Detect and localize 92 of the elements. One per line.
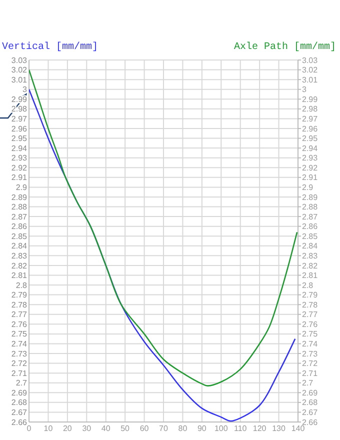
y2-tick-label: 2.75	[302, 330, 318, 339]
y-tick-label: 2.71	[11, 368, 28, 378]
y2-axis-title: Axle Path [mm/mm]	[234, 41, 336, 53]
x-tick-label: 50	[120, 424, 130, 433]
x-tick-label: 20	[62, 424, 72, 433]
y2-tick-label: 2.71	[302, 368, 318, 378]
y-tick-label: 2.83	[11, 251, 28, 260]
x-tick-label: 0	[26, 424, 32, 433]
y2-tick-label: 2.66	[302, 418, 318, 427]
y2-tick-label: 2.92	[302, 163, 318, 172]
x-tick-label: 90	[197, 424, 207, 433]
y2-tick-label: 3.03	[302, 56, 318, 65]
line-series	[29, 69, 298, 386]
y2-tick-label: 2.73	[302, 349, 318, 358]
x-tick-label: 120	[252, 424, 267, 433]
y2-tick-label: 2.79	[302, 290, 318, 300]
y-tick-label: 2.74	[11, 340, 28, 349]
y-tick-label: 3.03	[11, 56, 28, 65]
y2-tick-label: 2.84	[302, 242, 318, 251]
y2-tick-label: 2.91	[302, 173, 318, 182]
y-tick-label: 2.96	[11, 124, 28, 134]
y-tick-label: 3.01	[11, 75, 28, 84]
y-tick-label: 2.8	[16, 280, 28, 290]
x-tick-label: 100	[214, 424, 228, 433]
y-tick-label: 2.93	[11, 154, 28, 163]
y2-tick-label: 2.96	[302, 124, 318, 134]
y-tick-label: 3	[22, 85, 28, 94]
y-axis-title: Vertical [mm/mm]	[2, 41, 98, 53]
y-tick-label: 2.78	[11, 300, 28, 310]
y2-tick-label: 2.95	[302, 134, 318, 144]
y2-tick-label: 2.98	[302, 104, 318, 114]
y2-tick-label: 2.97	[302, 114, 318, 124]
y-tick-label: 2.75	[11, 330, 28, 339]
x-tick-label: 80	[178, 424, 188, 433]
y2-tick-label: 2.85	[302, 232, 318, 241]
y2-tick-label: 2.83	[302, 251, 318, 260]
y-tick-label: 2.66	[11, 418, 28, 427]
y-tick-label: 2.68	[11, 398, 28, 408]
x-tick-label: 30	[82, 424, 92, 433]
y2-tick-label: 2.9	[302, 182, 314, 192]
x-tick-label: 140	[291, 424, 306, 433]
y2-tick-label: 3.02	[302, 66, 318, 75]
x-tick-label: 70	[159, 424, 168, 433]
y-tick-label: 3.02	[11, 66, 28, 75]
y-tick-label: 2.97	[11, 114, 28, 124]
x-tick-label: 40	[101, 424, 111, 433]
y-tick-label: 2.95	[11, 134, 28, 144]
y-tick-label: 2.89	[11, 192, 28, 202]
x-tick-label: 10	[44, 424, 54, 433]
y2-tick-label: 2.93	[302, 154, 318, 163]
y2-tick-label: 3.01	[302, 75, 318, 84]
y-tick-label: 2.92	[11, 163, 28, 172]
y-tick-label: 2.84	[11, 242, 28, 251]
y2-tick-label: 2.87	[302, 212, 318, 222]
y-tick-label: 2.69	[11, 388, 28, 398]
y-tick-label: 2.94	[11, 144, 28, 153]
y2-tick-label: 2.88	[302, 202, 318, 212]
y-tick-label: 2.87	[11, 212, 28, 222]
y2-tick-label: 2.69	[302, 388, 318, 398]
y-tick-label: 2.77	[11, 310, 28, 320]
y2-tick-label: 2.68	[302, 398, 318, 408]
y-tick-label: 2.88	[11, 202, 28, 212]
y2-tick-label: 2.72	[302, 359, 318, 368]
y-tick-label: 2.7	[16, 378, 28, 388]
y-tick-label: 2.91	[11, 173, 28, 182]
y2-tick-label: 2.89	[302, 192, 318, 202]
y2-tick-label: 2.81	[302, 271, 318, 280]
y-tick-label: 2.73	[11, 349, 28, 358]
y-tick-label: 2.9	[16, 182, 28, 192]
y2-tick-label: 2.86	[302, 222, 318, 232]
y-tick-label: 2.67	[11, 408, 28, 418]
y2-tick-label: 2.94	[302, 144, 318, 153]
y-tick-label: 2.79	[11, 290, 28, 300]
y2-tick-label: 2.8	[302, 280, 314, 290]
y2-tick-label: 2.82	[302, 261, 318, 270]
y2-tick-label: 2.74	[302, 340, 318, 349]
y-tick-label: 2.86	[11, 222, 28, 232]
y2-tick-label: 2.78	[302, 300, 318, 310]
y-tick-label: 2.82	[11, 261, 28, 270]
y2-tick-label: 3	[302, 85, 307, 94]
y-tick-label: 2.76	[11, 320, 28, 329]
x-tick-label: 60	[140, 424, 150, 433]
y2-tick-label: 2.76	[302, 320, 318, 329]
y2-tick-label: 2.7	[302, 378, 314, 388]
x-tick-label: 110	[234, 424, 248, 433]
x-tick-label: 130	[272, 424, 286, 433]
y2-tick-label: 2.67	[302, 408, 318, 418]
y2-tick-label: 2.99	[302, 94, 318, 104]
y-tick-label: 2.81	[11, 271, 28, 280]
y-tick-label: 2.85	[11, 232, 28, 241]
y2-tick-label: 2.77	[302, 310, 318, 320]
y-tick-label: 2.72	[11, 359, 28, 368]
